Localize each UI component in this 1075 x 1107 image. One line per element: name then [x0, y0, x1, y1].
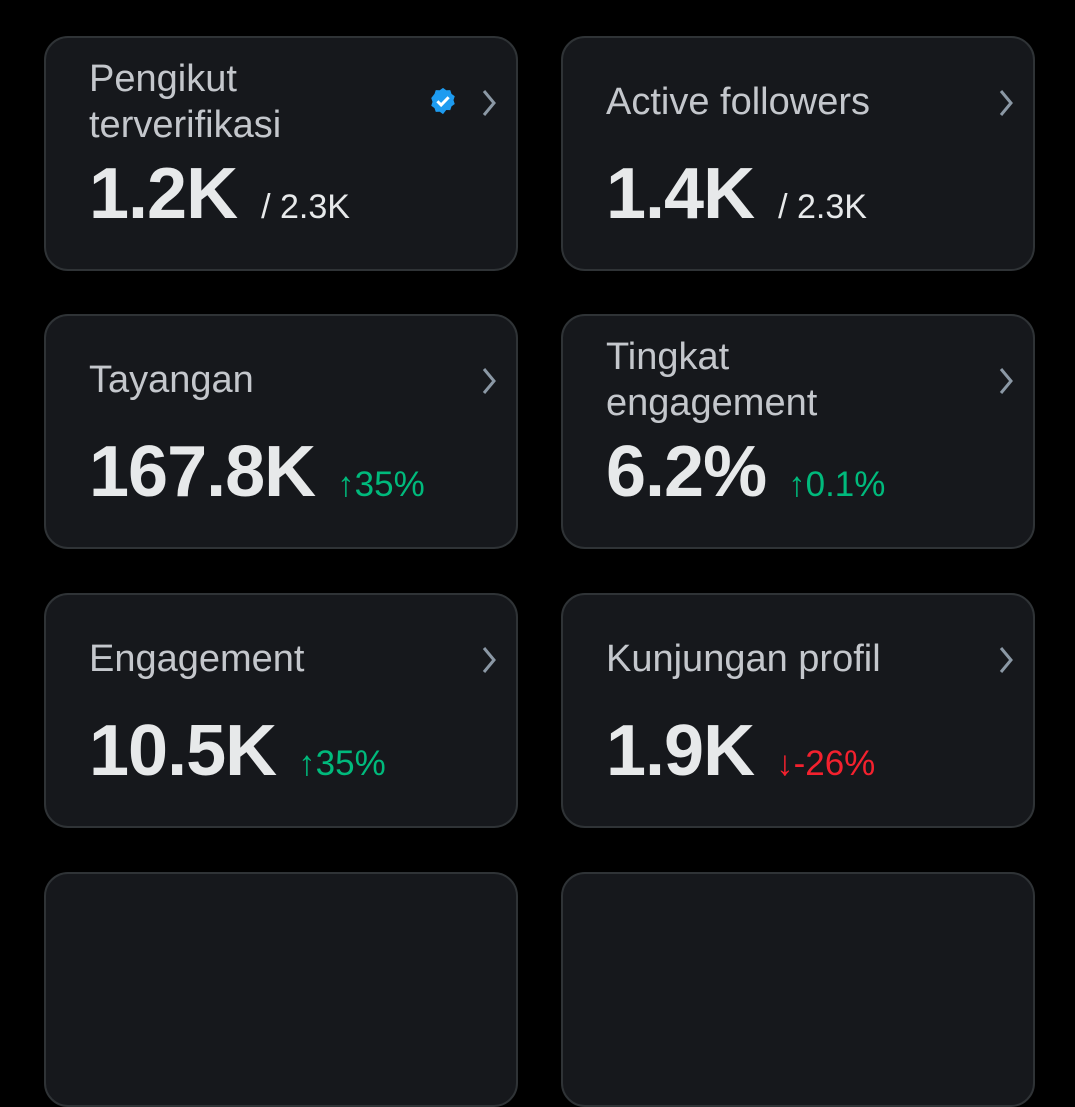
metric-card[interactable]: Kunjungan profil 1.9K ↓-26% — [561, 593, 1035, 828]
metric-card[interactable]: Pengikut terverifikasi 1.2K / 2.3K — [44, 36, 518, 271]
card-label: Kunjungan profil — [606, 638, 881, 680]
chevron — [482, 90, 496, 116]
chevron-path — [482, 647, 496, 673]
chevron-path — [999, 90, 1013, 116]
chevron-path — [999, 368, 1013, 394]
value-row: 1.2K / 2.3K — [89, 153, 350, 235]
chevron — [999, 368, 1013, 394]
metric-value: 1.9K — [606, 711, 755, 791]
metric-change: ↑35% — [337, 465, 425, 504]
metric-card[interactable]: Active followers 1.4K / 2.3K — [561, 36, 1035, 271]
value-row: 167.8K ↑35% — [89, 431, 425, 513]
value-row: 6.2% ↑0.1% — [606, 431, 885, 513]
metric-total: / 2.3K — [261, 188, 350, 226]
metric-card[interactable] — [44, 872, 518, 1107]
metric-change: ↓-26% — [776, 744, 876, 783]
value-row: 1.9K ↓-26% — [606, 710, 875, 792]
metric-value: 6.2% — [606, 432, 767, 512]
metric-card[interactable]: Tayangan 167.8K ↑35% — [44, 314, 518, 549]
chevron-path — [482, 90, 496, 116]
card-label: Engagement — [89, 638, 305, 680]
card-label: Active followers — [606, 81, 870, 123]
metric-change: ↑0.1% — [788, 465, 886, 504]
metric-total: / 2.3K — [778, 188, 867, 226]
card-label: Tayangan — [89, 359, 254, 401]
chevron-path — [999, 647, 1013, 673]
value-row: 1.4K / 2.3K — [606, 153, 867, 235]
chevron — [482, 368, 496, 394]
card-label: Tingkat engagement — [606, 336, 818, 424]
page: Analytics {"cards": [ {"label": "Pengiku… — [44, 36, 1035, 1107]
metric-value: 1.4K — [606, 154, 755, 234]
card-label: Pengikut terverifikasi — [89, 58, 282, 146]
chevron — [482, 647, 496, 673]
metric-value: 167.8K — [89, 432, 316, 512]
metric-value: 1.2K — [89, 154, 238, 234]
analytics-screen: Pengikut terverifikasi 1.2K / 2.3K Active… — [44, 36, 1035, 1107]
metric-card[interactable]: Engagement 10.5K ↑35% — [44, 593, 518, 828]
metric-card[interactable]: Tingkat engagement 6.2% ↑0.1% — [561, 314, 1035, 549]
metric-value: 10.5K — [89, 711, 277, 791]
verified-badge — [431, 87, 455, 115]
metric-change: ↑35% — [298, 744, 386, 783]
chevron-path — [482, 368, 496, 394]
chevron — [999, 90, 1013, 116]
value-row: 10.5K ↑35% — [89, 710, 386, 792]
chevron — [999, 647, 1013, 673]
metric-card[interactable] — [561, 872, 1035, 1107]
